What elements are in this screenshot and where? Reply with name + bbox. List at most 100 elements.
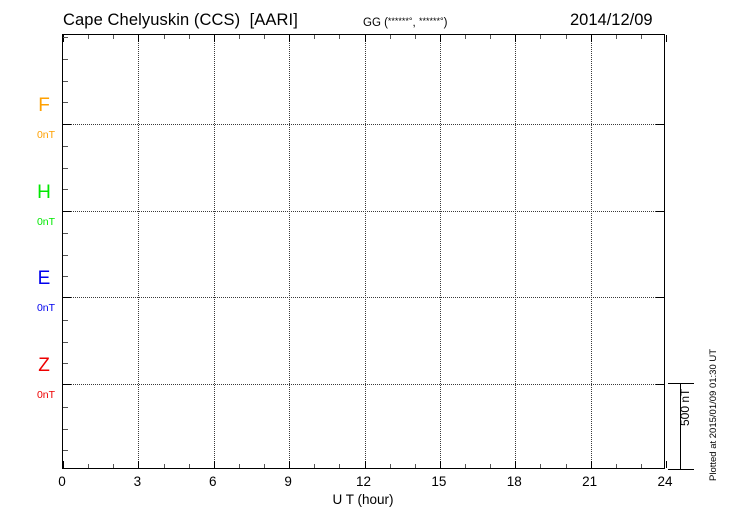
x-tick-minor	[490, 464, 492, 468]
x-tick-major	[590, 461, 592, 468]
y-tick-minor	[63, 320, 68, 321]
component-label-h: H	[37, 182, 51, 203]
x-tick-top-minor	[314, 35, 316, 39]
x-tick-minor	[188, 464, 190, 468]
component-baseline-unit-e: 0nT	[36, 302, 56, 314]
x-tick-top-major	[590, 35, 592, 42]
y-tick-minor	[63, 189, 68, 190]
component-label-e: E	[37, 268, 51, 289]
x-tick-top-minor	[188, 35, 190, 39]
x-tick-top-minor	[389, 35, 391, 39]
plot-frame	[62, 34, 667, 469]
geographic-coordinates: GG (******°, ******°)	[363, 16, 447, 29]
gridline-baseline-z	[63, 384, 664, 385]
x-tick-top-major	[63, 35, 64, 42]
x-tick-top-minor	[640, 35, 642, 39]
x-tick-major	[63, 461, 64, 468]
gridline-vertical	[515, 35, 517, 468]
y-tick-minor	[63, 276, 68, 277]
scale-bar-cap-bottom	[668, 469, 694, 470]
y-tick-minor	[63, 450, 68, 451]
x-tick-label: 9	[284, 474, 292, 489]
y-tick-right-major	[656, 211, 664, 212]
x-tick-minor	[389, 464, 391, 468]
gridline-vertical	[138, 35, 140, 468]
x-tick-minor	[163, 464, 165, 468]
y-tick-minor	[63, 102, 68, 103]
x-tick-top-minor	[490, 35, 492, 39]
scale-bar-cap-top	[668, 383, 694, 384]
gg-prefix-label: GG (	[363, 17, 388, 29]
x-tick-label: 18	[506, 474, 522, 489]
x-tick-top-major	[289, 35, 291, 42]
scale-bar-label: 500 nT	[678, 388, 692, 426]
x-tick-top-minor	[339, 35, 341, 39]
x-tick-minor	[113, 464, 115, 468]
y-tick-minor	[63, 168, 68, 169]
x-tick-minor	[615, 464, 617, 468]
gridline-vertical	[590, 35, 592, 468]
x-tick-top-minor	[414, 35, 416, 39]
x-tick-top-major	[213, 35, 215, 42]
x-tick-minor	[339, 464, 341, 468]
x-tick-top-major	[515, 35, 517, 42]
component-label-z: Z	[38, 355, 50, 376]
gg-suffix-label: )	[443, 17, 448, 29]
component-baseline-unit-f: 0nT	[36, 129, 56, 141]
x-tick-top-major	[439, 35, 441, 42]
gridline-baseline-f	[63, 124, 664, 125]
y-tick-right-major	[656, 384, 664, 385]
y-tick-minor	[63, 342, 68, 343]
x-tick-label: 15	[431, 474, 447, 489]
x-tick-label: 3	[133, 474, 142, 489]
x-tick-top-major	[666, 35, 667, 42]
y-tick-minor	[63, 37, 68, 38]
x-tick-label: 6	[208, 474, 217, 489]
y-tick-minor	[63, 59, 68, 60]
x-tick-label: 0	[58, 474, 66, 489]
x-tick-top-major	[364, 35, 366, 42]
x-tick-minor	[565, 464, 567, 468]
y-tick-minor	[63, 81, 68, 82]
x-tick-top-minor	[238, 35, 240, 39]
gridline-vertical	[439, 35, 441, 468]
component-label-f: F	[38, 95, 50, 116]
y-tick-right-major	[656, 124, 664, 125]
y-tick-minor	[63, 407, 68, 408]
x-tick-top-minor	[615, 35, 617, 39]
x-tick-major	[289, 461, 291, 468]
x-tick-top-minor	[465, 35, 466, 39]
gridline-baseline-e	[63, 297, 664, 298]
y-tick-minor	[63, 363, 68, 364]
x-tick-major	[666, 461, 667, 468]
x-tick-minor	[314, 464, 316, 468]
x-tick-top-minor	[565, 35, 567, 39]
x-tick-major	[515, 461, 517, 468]
x-tick-top-minor	[88, 35, 90, 39]
x-tick-major	[439, 461, 441, 468]
x-tick-major	[138, 461, 140, 468]
y-tick-minor	[63, 146, 68, 147]
y-tick-minor	[63, 255, 68, 256]
x-tick-label: 21	[582, 474, 598, 489]
plotted-at-timestamp: Plotted at 2015/01/09 01:30 UT	[708, 348, 719, 481]
component-baseline-unit-z: 0nT	[36, 389, 56, 401]
x-tick-minor	[540, 464, 542, 468]
page-title: Cape Chelyuskin (CCS) [AARI]	[63, 11, 298, 29]
gridline-vertical	[213, 35, 215, 468]
x-tick-label: 12	[355, 474, 372, 489]
y-tick-right-major	[656, 297, 664, 298]
x-axis-title: U T (hour)	[332, 492, 394, 507]
x-tick-top-minor	[113, 35, 115, 39]
x-tick-top-minor	[540, 35, 542, 39]
x-tick-minor	[414, 464, 416, 468]
y-tick-major	[63, 124, 71, 125]
component-baseline-unit-h: 0nT	[36, 216, 56, 228]
x-tick-minor	[238, 464, 240, 468]
x-tick-minor	[465, 464, 466, 468]
gridline-baseline-h	[63, 211, 664, 212]
x-tick-top-minor	[264, 35, 265, 39]
y-tick-minor	[63, 233, 68, 234]
gg-latitude-value: ******°	[387, 16, 413, 26]
